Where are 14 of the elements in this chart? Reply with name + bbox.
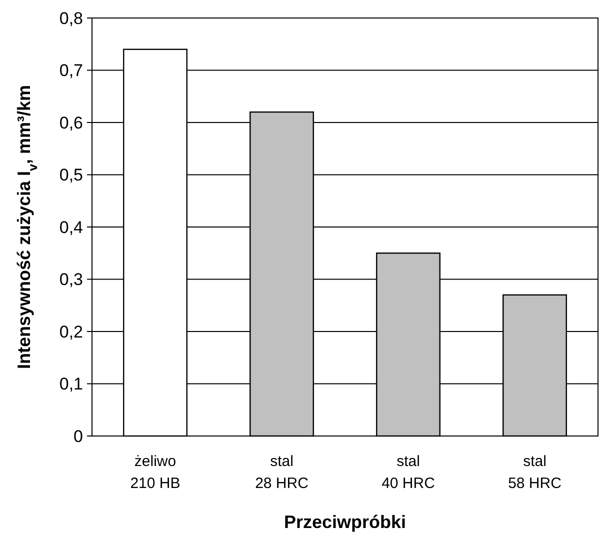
y-tick-label: 0,4 — [59, 218, 83, 237]
x-axis-title: Przeciwpróbki — [284, 512, 406, 532]
y-tick-label: 0 — [74, 426, 83, 446]
y-tick-label: 0,6 — [59, 113, 83, 132]
y-tick-label: 0,7 — [59, 61, 83, 80]
y-tick-label: 0,3 — [59, 270, 83, 290]
y-tick-label: 0,1 — [59, 374, 83, 394]
x-tick-label: stal 58 HRC — [508, 453, 562, 492]
y-tick-label: 0,8 — [59, 8, 83, 28]
y-tick-label: 0,5 — [59, 166, 83, 185]
y-tick-label: 0,2 — [59, 322, 83, 342]
x-tick-label: stal 40 HRC — [382, 453, 436, 492]
x-tick-label: stal 28 HRC — [255, 453, 309, 492]
x-tick-label: żeliwo 210 HB — [130, 453, 180, 492]
